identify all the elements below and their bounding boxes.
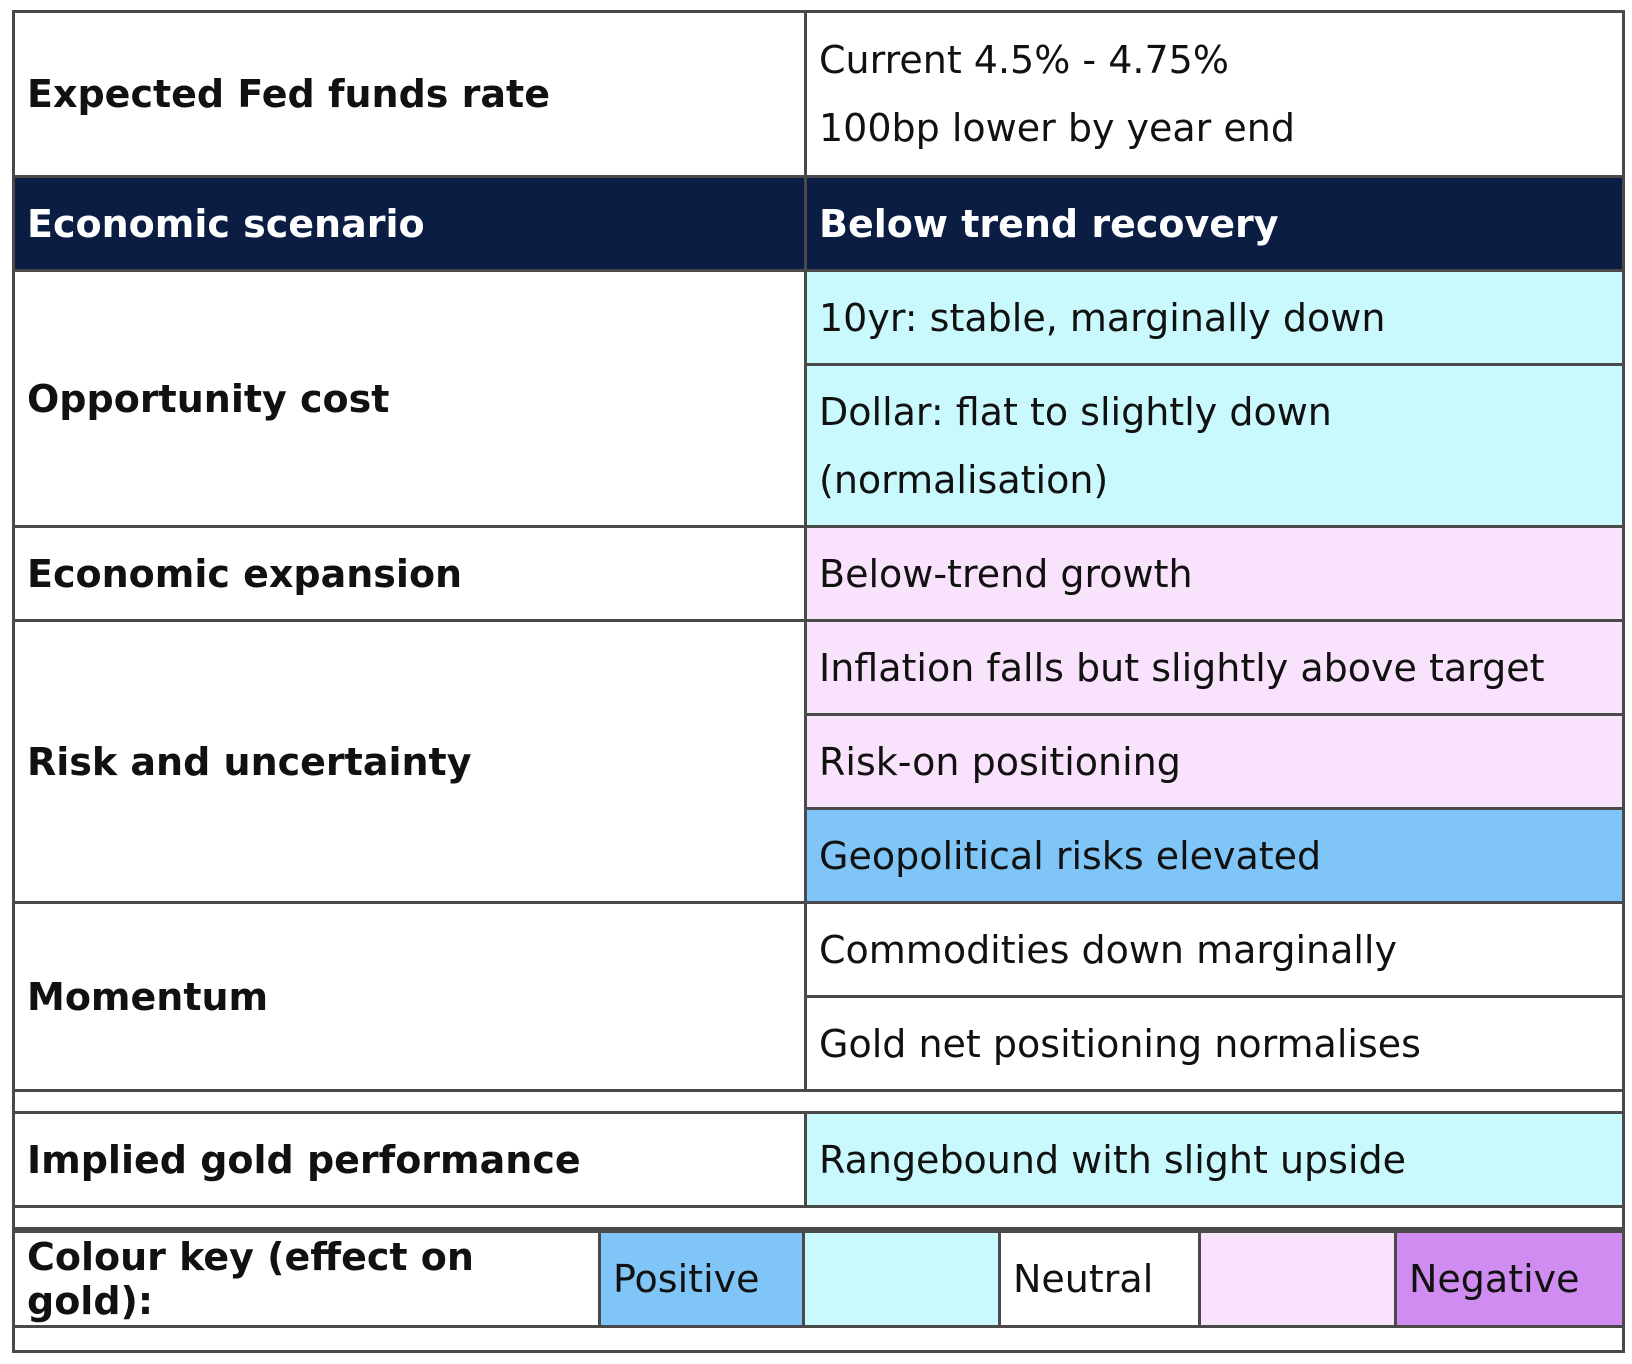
gold-scenario-table: Expected Fed funds rate Current 4.5% - 4… <box>12 10 1625 1354</box>
key-positive: Positive <box>598 1230 805 1328</box>
scenario-value: Below trend recovery <box>804 175 1625 272</box>
risk-item: Geopolitical risks elevated <box>804 807 1625 904</box>
implied-row: Implied gold performance Rangebound with… <box>12 1111 1625 1208</box>
economic-expansion-row: Economic expansion Below-trend growth <box>12 525 1625 622</box>
spacer-row <box>12 1205 1625 1230</box>
momentum-item: Commodities down marginally <box>804 901 1625 998</box>
colour-key-row: Colour key (effect on gold): Positive Ne… <box>12 1230 1625 1328</box>
momentum-item: Gold net positioning normalises <box>804 995 1625 1092</box>
momentum-label: Momentum <box>12 901 807 1092</box>
risk-item: Risk-on positioning <box>804 713 1625 810</box>
key-slightly-negative <box>1198 1230 1397 1328</box>
implied-value: Rangebound with slight upside <box>804 1111 1625 1208</box>
spacer-row <box>12 1089 1625 1114</box>
fed-rate-label: Expected Fed funds rate <box>12 10 807 178</box>
key-slightly-positive <box>802 1230 1001 1328</box>
risk-row-2: Risk-on positioning <box>14 713 1625 810</box>
spacer-cell <box>12 1089 1625 1114</box>
key-negative: Negative <box>1394 1230 1625 1328</box>
opportunity-cost-label: Opportunity cost <box>12 269 807 528</box>
opportunity-cost-row-2: Dollar: flat to slightly down (normalisa… <box>14 363 1625 528</box>
opportunity-cost-row-1: Opportunity cost 10yr: stable, marginall… <box>12 269 1625 528</box>
momentum-row-1: Momentum Commodities down marginally <box>12 901 1625 1092</box>
economic-expansion-item: Below-trend growth <box>804 525 1625 622</box>
scenario-header-row: Economic scenario Below trend recovery <box>12 175 1625 272</box>
opportunity-cost-item: Dollar: flat to slightly down (normalisa… <box>804 363 1625 528</box>
spacer-cell <box>12 1205 1625 1230</box>
implied-label: Implied gold performance <box>12 1111 807 1208</box>
risk-item: Inflation falls but slightly above targe… <box>804 619 1625 716</box>
fed-rate-value: Current 4.5% - 4.75% 100bp lower by year… <box>804 10 1625 178</box>
opportunity-cost-item: 10yr: stable, marginally down <box>804 269 1625 366</box>
bottom-spacer-cell <box>12 1325 1625 1353</box>
risk-row-1: Risk and uncertainty Inflation falls but… <box>12 619 1625 904</box>
dollar-line-2: (normalisation) <box>819 457 1109 502</box>
fed-rate-forecast: 100bp lower by year end <box>819 106 1295 150</box>
risk-label: Risk and uncertainty <box>12 619 807 904</box>
fed-rate-row: Expected Fed funds rate Current 4.5% - 4… <box>12 10 1625 178</box>
fed-rate-current: Current 4.5% - 4.75% <box>819 38 1229 82</box>
scenario-table: Expected Fed funds rate Current 4.5% - 4… <box>12 10 1625 1230</box>
colour-key-table: Colour key (effect on gold): Positive Ne… <box>12 1230 1625 1353</box>
risk-row-3: Geopolitical risks elevated <box>14 807 1625 904</box>
economic-expansion-label: Economic expansion <box>12 525 807 622</box>
bottom-spacer-row <box>12 1325 1625 1353</box>
scenario-label: Economic scenario <box>12 175 807 272</box>
dollar-line-1: Dollar: flat to slightly down <box>819 389 1332 434</box>
colour-key-label: Colour key (effect on gold): <box>12 1230 601 1328</box>
key-neutral: Neutral <box>998 1230 1201 1328</box>
momentum-row-2: Gold net positioning normalises <box>14 995 1625 1092</box>
